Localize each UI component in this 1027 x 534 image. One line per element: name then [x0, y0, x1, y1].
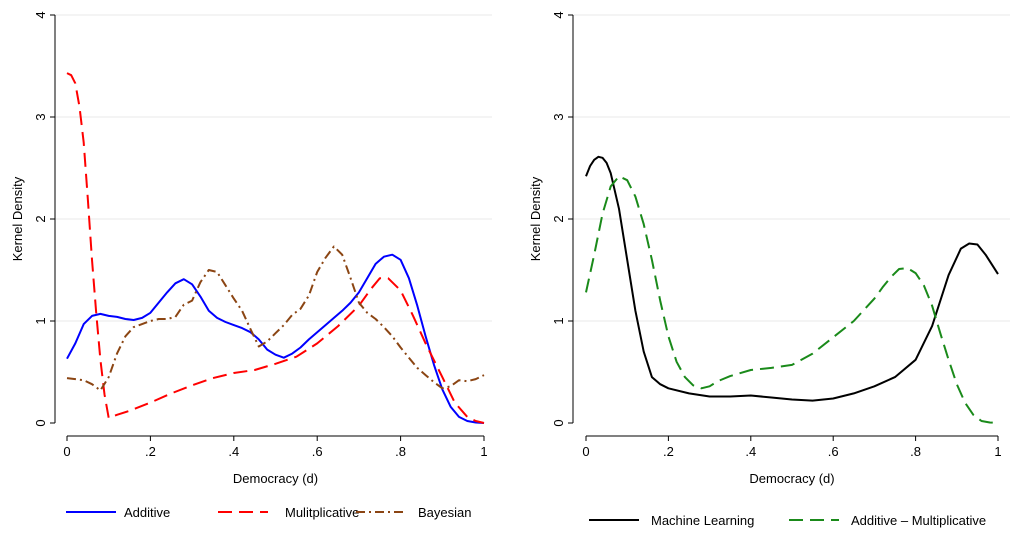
x-tick-label: .4 — [228, 444, 239, 459]
legend: Machine Learning Additive – Multiplicativ… — [589, 513, 986, 528]
legend-label: Mulitplicative — [285, 505, 359, 520]
y-tick-label: 0 — [551, 419, 566, 426]
x-tick-label: .4 — [745, 444, 756, 459]
series-line-1 — [585, 155, 999, 402]
x-axis-title: Democracy (d) — [749, 471, 834, 486]
chart-panel-2: 0 1 2 3 4 0 .2 .4 .6 .8 1 Democracy (d) Kernel Densi… — [528, 11, 1010, 528]
series-line-2 — [585, 175, 999, 424]
y-tick-label: 2 — [551, 215, 566, 222]
y-axis-title: Kernel Density — [528, 176, 543, 261]
x-tick-label: 0 — [582, 444, 589, 459]
x-tick-label: 1 — [994, 444, 1001, 459]
series-line-3 — [66, 245, 485, 392]
y-tick-label: 3 — [551, 113, 566, 120]
legend-label: Bayesian — [418, 505, 471, 520]
series-line-1 — [66, 253, 485, 424]
x-tick-label: .2 — [145, 444, 156, 459]
y-tick-label: 0 — [33, 419, 48, 426]
series-line-2 — [66, 72, 485, 424]
x-tick-label: .6 — [828, 444, 839, 459]
y-tick-label: 4 — [33, 11, 48, 18]
x-tick-label: .8 — [910, 444, 921, 459]
y-axis-title: Kernel Density — [10, 176, 25, 261]
chart-panel-1: 0 1 2 3 4 0 .2 .4 .6 .8 1 Democracy (d) Kernel Densi… — [10, 11, 492, 520]
legend-label: Additive – Multiplicative — [851, 513, 986, 528]
y-tick-label: 3 — [33, 113, 48, 120]
x-tick-label: 1 — [480, 444, 487, 459]
legend-label: Additive — [124, 505, 170, 520]
x-tick-label: .8 — [395, 444, 406, 459]
legend-label: Machine Learning — [651, 513, 754, 528]
x-tick-label: .6 — [312, 444, 323, 459]
x-tick-label: 0 — [63, 444, 70, 459]
y-tick-label: 2 — [33, 215, 48, 222]
x-axis-title: Democracy (d) — [233, 471, 318, 486]
x-tick-label: .2 — [663, 444, 674, 459]
y-tick-label: 4 — [551, 11, 566, 18]
y-tick-label: 1 — [551, 317, 566, 324]
legend: Additive Mulitplicative Bayesian — [66, 505, 471, 520]
y-tick-label: 1 — [33, 317, 48, 324]
